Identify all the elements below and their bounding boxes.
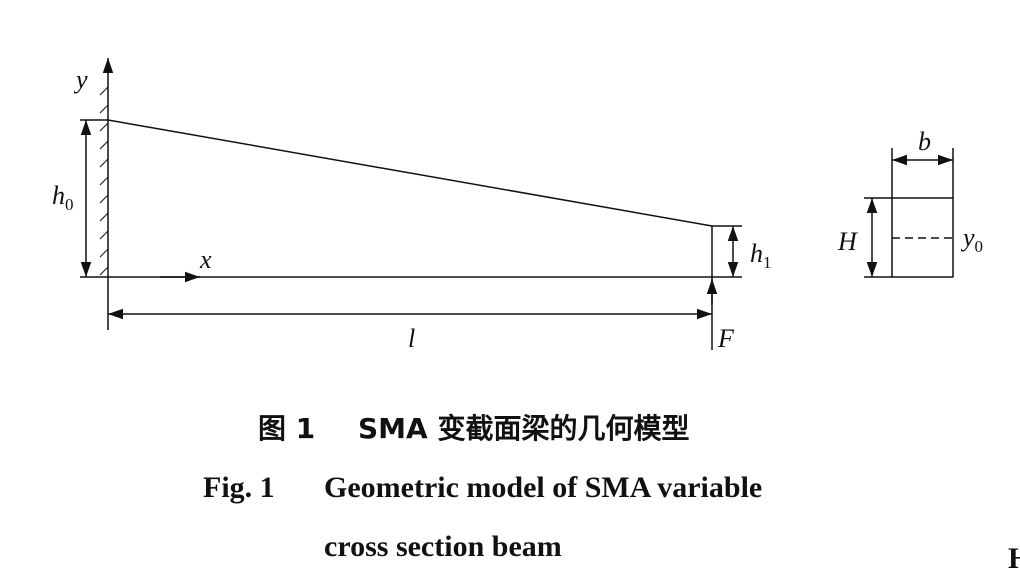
label-h0: h0 xyxy=(52,181,74,214)
fixed-support xyxy=(99,86,109,276)
caption-cn-text: SMA 变截面梁的几何模型 xyxy=(358,412,689,445)
symbol: y xyxy=(960,223,975,252)
caption-en-line1: Geometric model of SMA variable xyxy=(324,471,762,504)
caption-cn-number: 图 1 xyxy=(258,412,315,445)
subscript: 0 xyxy=(975,237,984,256)
beam-top xyxy=(107,119,713,227)
label-H: H xyxy=(837,227,858,256)
symbol: h xyxy=(52,181,65,210)
symbol: h xyxy=(750,239,763,268)
cross-section xyxy=(864,148,954,278)
label-x: x xyxy=(199,245,212,274)
subscript: 0 xyxy=(65,195,74,214)
subscript: 1 xyxy=(763,253,772,272)
label-b: b xyxy=(918,127,931,156)
edge-fragment: H xyxy=(1008,542,1020,575)
label-y: y xyxy=(73,65,88,94)
label-h1: h1 xyxy=(750,239,772,272)
caption-en-number: Fig. 1 xyxy=(203,471,275,504)
label-F: F xyxy=(717,324,735,353)
caption-en-line2: cross section beam xyxy=(324,530,562,563)
beam-drawing xyxy=(80,58,742,350)
label-y0: y0 xyxy=(960,223,983,256)
label-l: l xyxy=(408,324,415,353)
